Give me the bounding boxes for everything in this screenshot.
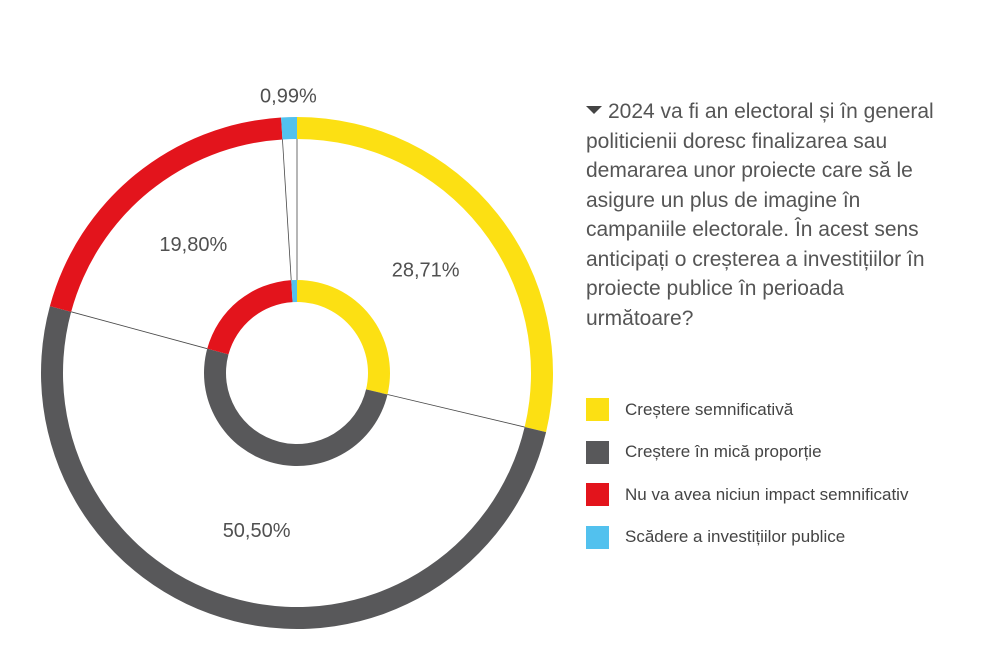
inner-slice-crestere-in-mica-proportie bbox=[204, 348, 388, 466]
legend-item-crestere-semnificativa: Creștere semnificativă bbox=[586, 397, 908, 422]
legend-label: Creștere semnificativă bbox=[625, 399, 794, 419]
separator-line bbox=[387, 394, 525, 428]
value-label-nu-va-avea-niciun-impact-semnificativ: 19,80% bbox=[159, 234, 227, 256]
legend-item-niciun-impact: Nu va avea niciun impact semnificativ bbox=[586, 482, 908, 507]
legend-swatch bbox=[586, 398, 609, 421]
legend-label: Nu va avea niciun impact semnificativ bbox=[625, 484, 909, 504]
legend-item-crestere-mica: Creștere în mică proporție bbox=[586, 440, 908, 465]
legend-swatch bbox=[586, 525, 609, 549]
double-donut-chart: 28,71% 50,50% 19,80% 0,99% bbox=[41, 85, 554, 629]
legend-item-scadere: Scădere a investițiilor publice bbox=[586, 525, 908, 550]
legend-label: Scădere a investițiilor publice bbox=[625, 527, 846, 546]
outer-slice-nu-va-avea-niciun-impact-semnificativ bbox=[49, 117, 283, 312]
inner-slice-nu-va-avea-niciun-impact-semnificativ bbox=[207, 280, 293, 355]
caret-down-icon bbox=[586, 106, 602, 114]
separator-line bbox=[71, 311, 208, 350]
inner-slice-crestere-semnificativa bbox=[297, 280, 391, 395]
question-label: 2024 va fi an electoral și în general po… bbox=[586, 100, 934, 330]
inner-slice-scadere-a-investitiilor-publice bbox=[291, 280, 297, 303]
ring-separators bbox=[71, 139, 525, 428]
outer-slice-crestere-in-mica-proportie bbox=[41, 306, 547, 629]
value-labels: 28,71% 50,50% 19,80% 0,99% bbox=[159, 85, 459, 542]
value-label-crestere-semnificativa: 28,71% bbox=[392, 260, 460, 282]
legend-swatch bbox=[586, 440, 609, 464]
outer-slice-scadere-a-investitiilor-publice bbox=[281, 117, 297, 140]
inner-ring bbox=[204, 280, 391, 466]
chart-legend: Creștere semnificativă Creștere în mică … bbox=[586, 397, 908, 567]
question-text: 2024 va fi an electoral și în general po… bbox=[586, 97, 946, 333]
value-label-scadere-a-investitiilor-publice: 0,99% bbox=[260, 85, 317, 107]
legend-label: Creștere în mică proporție bbox=[625, 442, 822, 461]
value-label-crestere-in-mica-proportie: 50,50% bbox=[223, 520, 291, 542]
outer-ring bbox=[41, 117, 554, 629]
separator-line bbox=[282, 139, 292, 281]
legend-swatch bbox=[586, 483, 609, 506]
